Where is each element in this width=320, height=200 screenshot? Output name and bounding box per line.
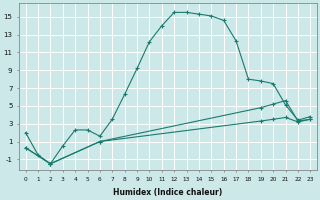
X-axis label: Humidex (Indice chaleur): Humidex (Indice chaleur) [113, 188, 223, 197]
